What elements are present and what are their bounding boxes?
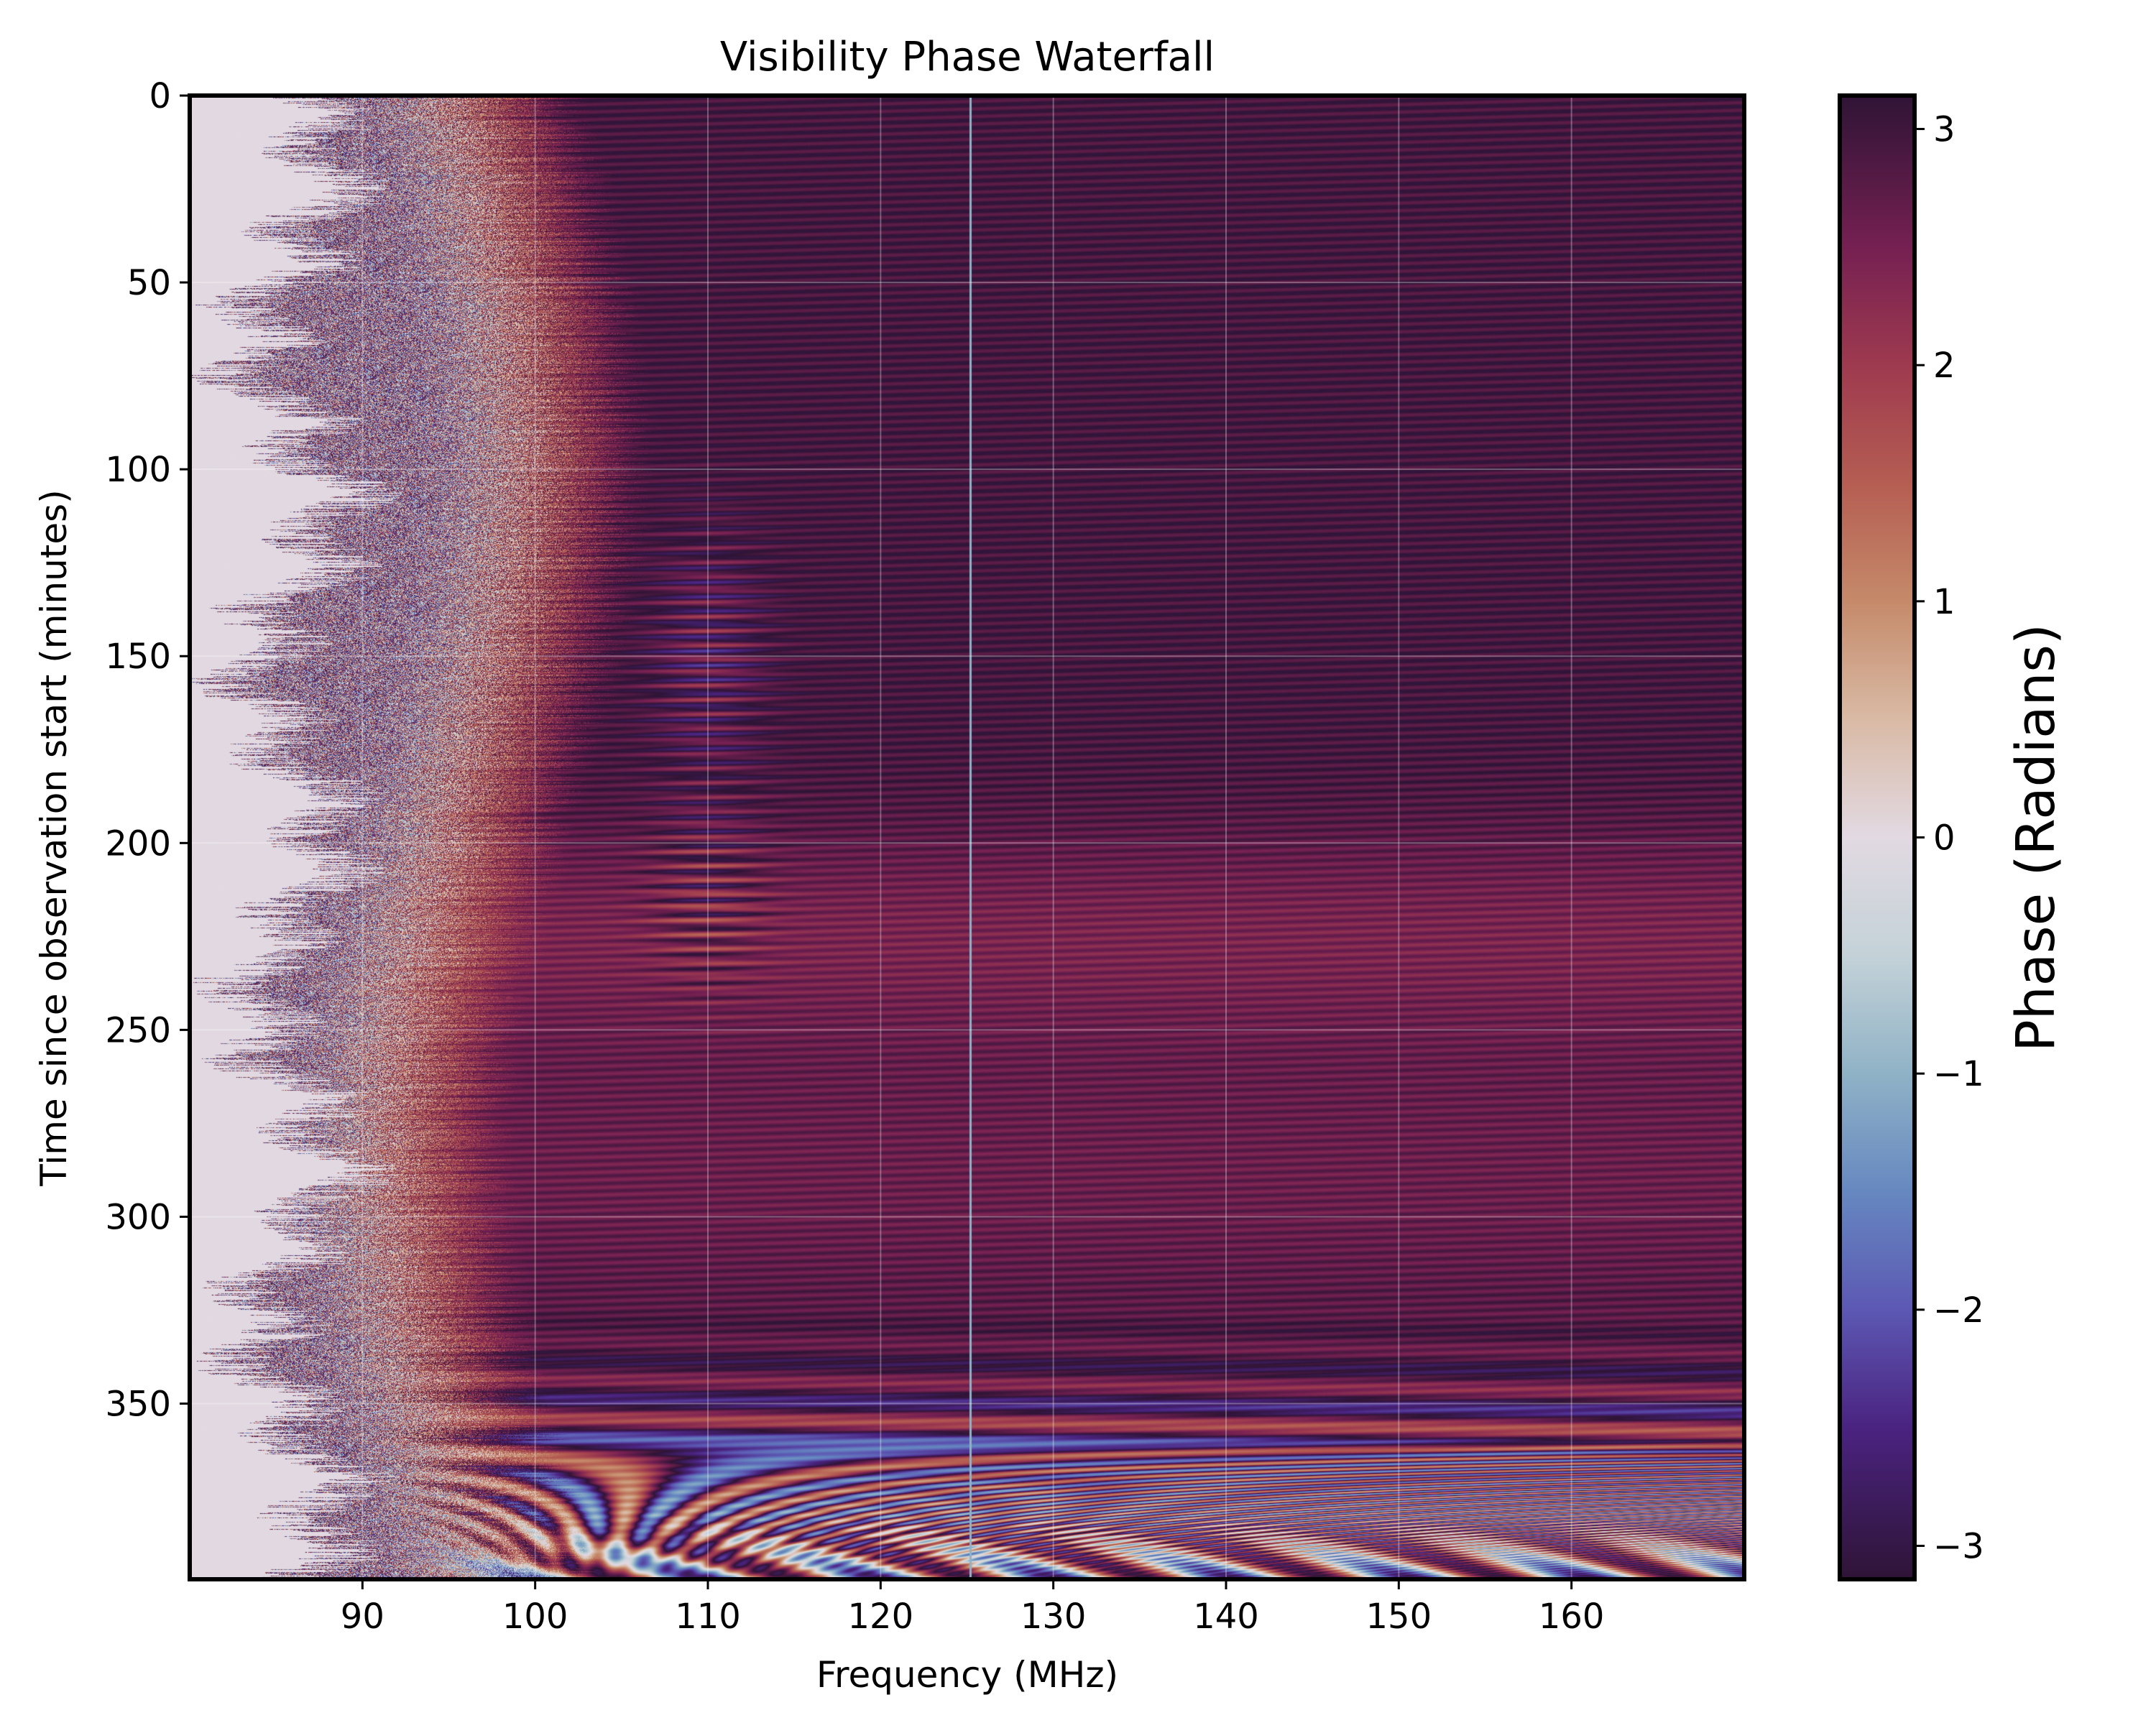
colorbar-tick-label: −3 [1933, 1526, 1984, 1566]
y-axis: 0 50 100 150 200 250 300 350 [105, 76, 190, 1425]
heatmap-image [190, 96, 1744, 1579]
plot-frame [188, 93, 1746, 1581]
x-axis-label: Frequency (MHz) [816, 1654, 1118, 1696]
colorbar-gradient [1840, 96, 1915, 1579]
y-tick-label: 0 [149, 76, 171, 116]
x-tick-label: 140 [1193, 1597, 1259, 1637]
colorbar-tick-label: 3 [1933, 110, 1955, 150]
x-tick-label: 160 [1539, 1597, 1605, 1637]
x-tick-label: 150 [1366, 1597, 1432, 1637]
plot-area [188, 93, 1746, 1581]
colorbar-tick-label: −1 [1933, 1054, 1984, 1094]
y-tick-label: 150 [105, 637, 171, 677]
x-tick-label: 110 [675, 1597, 741, 1637]
chart-title: Visibility Phase Waterfall [720, 34, 1215, 80]
y-tick-label: 50 [127, 263, 171, 303]
y-tick-label: 200 [105, 823, 171, 864]
y-axis-label: Time since observation start (minutes) [33, 489, 75, 1186]
colorbar-tick-label: 0 [1933, 818, 1955, 859]
colorbar-label: Phase (Radians) [2005, 624, 2067, 1052]
y-tick-label: 100 [105, 450, 171, 490]
x-axis: 90 100 110 120 130 140 150 160 [341, 1579, 1605, 1637]
x-tick-label: 120 [848, 1597, 914, 1637]
y-tick-label: 300 [105, 1197, 171, 1237]
x-tick-label: 90 [341, 1597, 384, 1637]
x-tick-label: 100 [502, 1597, 568, 1637]
colorbar-tick-label: 2 [1933, 346, 1955, 386]
y-tick-label: 250 [105, 1010, 171, 1050]
colorbar: 3 2 1 0 −1 −2 −3 Phase (Radians) [1838, 93, 2067, 1581]
colorbar-tick-label: 1 [1933, 582, 1955, 622]
grid-lines [190, 95, 1744, 1579]
colorbar-ticks: 3 2 1 0 −1 −2 −3 [1915, 110, 1984, 1566]
x-tick-label: 130 [1021, 1597, 1087, 1637]
colorbar-tick-label: −2 [1933, 1290, 1984, 1331]
y-tick-label: 350 [105, 1385, 171, 1425]
